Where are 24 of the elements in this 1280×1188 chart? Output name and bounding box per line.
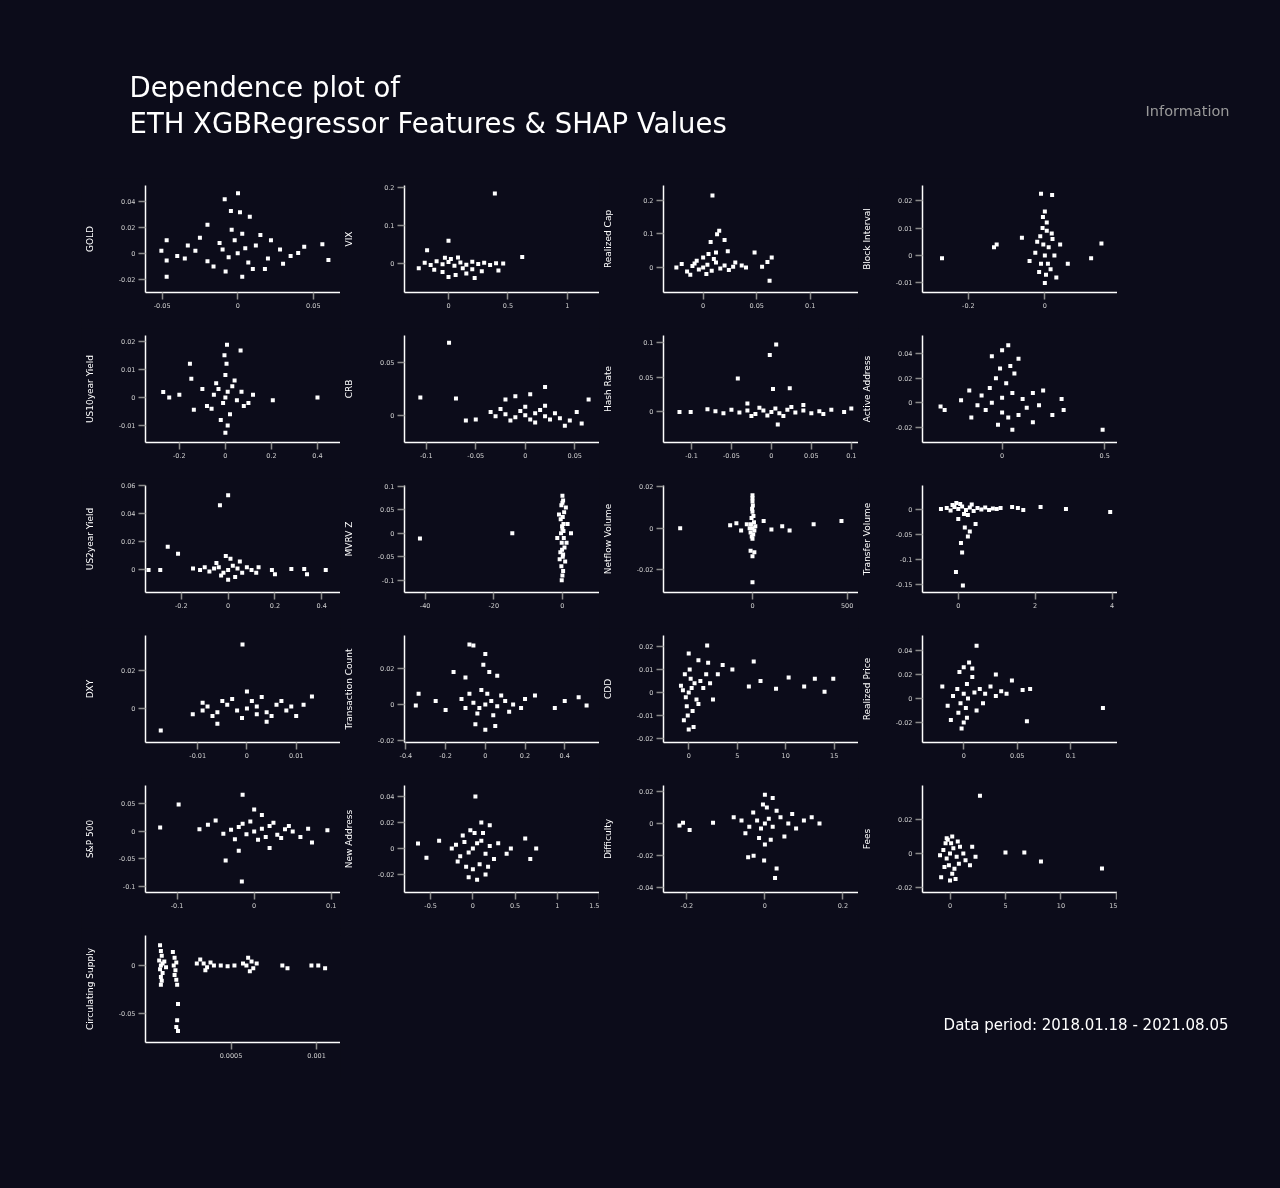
y-axis-title: Transaction Count	[343, 647, 354, 731]
y-axis-title: CDD	[602, 678, 613, 700]
y-axis-title: New Address	[343, 809, 354, 869]
y-axis-title: Realized Price	[861, 657, 872, 721]
y-axis-title: Circulating Supply	[84, 947, 95, 1030]
y-axis-title: Block Interval	[861, 208, 872, 270]
y-axis-title: MVRV Z	[343, 521, 354, 557]
text: Data period: 2018.01.18 - 2021.08.05	[943, 1016, 1229, 1035]
y-axis-title: GOLD	[84, 225, 95, 252]
y-axis-title: Netflow Volume	[602, 503, 613, 575]
y-axis-title: Realized Cap	[603, 209, 614, 269]
y-axis-title: Fees	[861, 828, 872, 850]
y-axis-title: Active Address	[861, 355, 872, 423]
text: Dependence plot of ETH XGBRegressor Features & SHAP Values	[129, 70, 727, 139]
text: Information	[1145, 102, 1230, 119]
y-axis-title: Transfer Volume	[861, 502, 872, 577]
y-axis-title: Hash Rate	[603, 365, 614, 413]
y-axis-title: CRB	[344, 379, 355, 399]
y-axis-title: DXY	[85, 679, 96, 699]
y-axis-title: US2year Yield	[85, 507, 96, 571]
y-axis-title: US10year Yield	[84, 354, 95, 424]
y-axis-title: S&P 500	[84, 819, 95, 859]
y-axis-title: Difficulty	[602, 818, 613, 860]
y-axis-title: VIX	[344, 231, 355, 247]
